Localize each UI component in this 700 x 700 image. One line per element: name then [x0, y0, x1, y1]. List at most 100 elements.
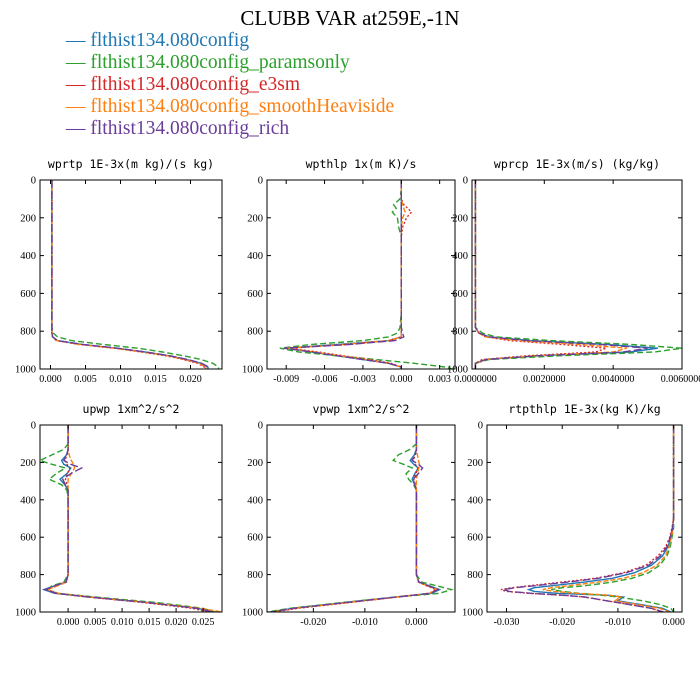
x-tick-label: -0.006 [312, 374, 338, 385]
y-tick-label: 800 [467, 570, 483, 581]
y-tick-label: 200 [452, 213, 468, 224]
y-tick-label: 0 [258, 176, 263, 187]
legend-item: — flthist134.080config_paramsonly [66, 52, 394, 74]
x-tick-label: 0.003 [428, 374, 451, 385]
chart-panel: wprtp 1E-3x(m kg)/(s kg) 0 200 400 600 800 100… [15, 157, 223, 385]
series-line [43, 425, 209, 612]
x-tick-label: -0.020 [549, 617, 575, 628]
x-tick-label: -0.020 [300, 617, 326, 628]
y-tick-label: 200 [467, 458, 483, 469]
y-tick-label: 1000 [15, 608, 36, 619]
x-tick-label: 0.010 [111, 617, 134, 628]
y-tick-label: 400 [467, 495, 483, 506]
series-line [40, 425, 216, 612]
plot-frame [471, 179, 683, 370]
plot-frame [486, 424, 683, 613]
y-tick-label: 0 [31, 176, 36, 187]
y-tick-label: 400 [247, 251, 263, 262]
y-tick-label: 600 [20, 289, 36, 300]
x-tick-label: -0.010 [605, 617, 631, 628]
y-tick-label: 800 [20, 570, 36, 581]
plot-frame [39, 179, 223, 370]
x-tick-label: 0.015 [144, 374, 167, 385]
y-tick-label: 1000 [242, 365, 263, 376]
plot-frame [266, 424, 456, 613]
y-tick-label: 0 [478, 421, 483, 432]
y-tick-label: 800 [247, 327, 263, 338]
legend-item: — flthist134.080config_e3sm [66, 74, 394, 96]
y-tick-label: 400 [452, 251, 468, 262]
page-title: CLUBB VAR at259E,-1N [240, 6, 460, 30]
y-tick-label: 0 [31, 421, 36, 432]
series-line [51, 180, 209, 369]
chart-panel: rtpthlp 1E-3x(kg K)/kg02004006008001000-… [462, 402, 685, 628]
legend-line-marker: — [66, 96, 91, 117]
x-tick-label: 0.000 [662, 617, 685, 628]
legend-item: — flthist134.080config [66, 30, 394, 52]
chart-panel: wpthlp 1x(m K)/s 0 200 400 600 800 1000 -0.009 -… [242, 157, 456, 385]
y-tick-label: 800 [20, 327, 36, 338]
x-tick-label: 0.020 [165, 617, 188, 628]
legend-line-marker: — [66, 74, 91, 95]
series-line [270, 425, 440, 612]
series-line [45, 425, 222, 612]
y-tick-label: 800 [247, 570, 263, 581]
series-line [51, 180, 210, 369]
y-tick-label: 600 [247, 533, 263, 544]
x-tick-label: 0.015 [138, 617, 161, 628]
series-line [279, 180, 453, 369]
legend-line-marker: — [66, 118, 91, 139]
y-tick-label: 1000 [15, 365, 36, 376]
y-tick-label: 200 [247, 458, 263, 469]
series-line [269, 425, 442, 612]
y-tick-label: 400 [247, 495, 263, 506]
x-tick-label: 0.0000000 [454, 374, 497, 385]
panel-title: wpthlp 1x(m K)/s [306, 157, 417, 171]
legend-label: flthist134.080config_rich [90, 118, 290, 139]
y-tick-label: 600 [452, 289, 468, 300]
series-line [43, 425, 213, 612]
chart-panel: wprcp 1E-3x(m/s) (kg/kg) 0 200 400 600 800 100… [447, 157, 700, 385]
x-tick-label: 0.000 [57, 617, 80, 628]
series-line [474, 180, 682, 369]
series-line [542, 425, 675, 612]
y-tick-label: 0 [258, 421, 263, 432]
y-tick-label: 400 [20, 251, 36, 262]
chart-panel: upwp 1xm^2/s^2 0 200 400 600 800 1000 0.000 0.00… [15, 402, 223, 628]
legend-label: flthist134.080config_e3sm [90, 74, 300, 95]
x-tick-label: 0.0040000 [592, 374, 635, 385]
y-tick-label: 200 [20, 213, 36, 224]
legend-label: flthist134.080config_paramsonly [90, 52, 350, 73]
y-tick-label: 600 [20, 533, 36, 544]
series-line [283, 180, 405, 369]
plot-frame [266, 179, 456, 370]
legend-line-marker: — [66, 30, 91, 51]
panel-title: wprtp 1E-3x(m kg)/(s kg) [48, 157, 214, 171]
x-tick-label: 0.025 [192, 617, 215, 628]
x-tick-label: 0.0020000 [523, 374, 566, 385]
x-tick-label: -0.009 [273, 374, 299, 385]
series-line [474, 180, 648, 369]
y-tick-label: 1000 [447, 365, 468, 376]
x-tick-label: -0.030 [494, 617, 520, 628]
y-tick-label: 200 [20, 458, 36, 469]
y-tick-label: 600 [467, 533, 483, 544]
x-tick-label: 0.020 [179, 374, 202, 385]
x-tick-label: 0.0060000 [661, 374, 700, 385]
x-tick-label: 0.005 [74, 374, 97, 385]
panel-title: vpwp 1xm^2/s^2 [313, 402, 410, 416]
x-tick-label: 0.000 [390, 374, 413, 385]
y-tick-label: 1000 [242, 608, 263, 619]
x-tick-label: -0.003 [350, 374, 376, 385]
series-line [274, 425, 438, 612]
panel-title: upwp 1xm^2/s^2 [83, 402, 180, 416]
x-tick-label: 0.005 [84, 617, 107, 628]
y-tick-label: 1000 [462, 608, 483, 619]
legend-line-marker: — [66, 52, 91, 73]
x-tick-label: 0.000 [39, 374, 62, 385]
x-tick-label: -0.010 [352, 617, 378, 628]
series-line [272, 425, 439, 612]
x-tick-label: 0.000 [405, 617, 428, 628]
series-line [51, 180, 220, 369]
